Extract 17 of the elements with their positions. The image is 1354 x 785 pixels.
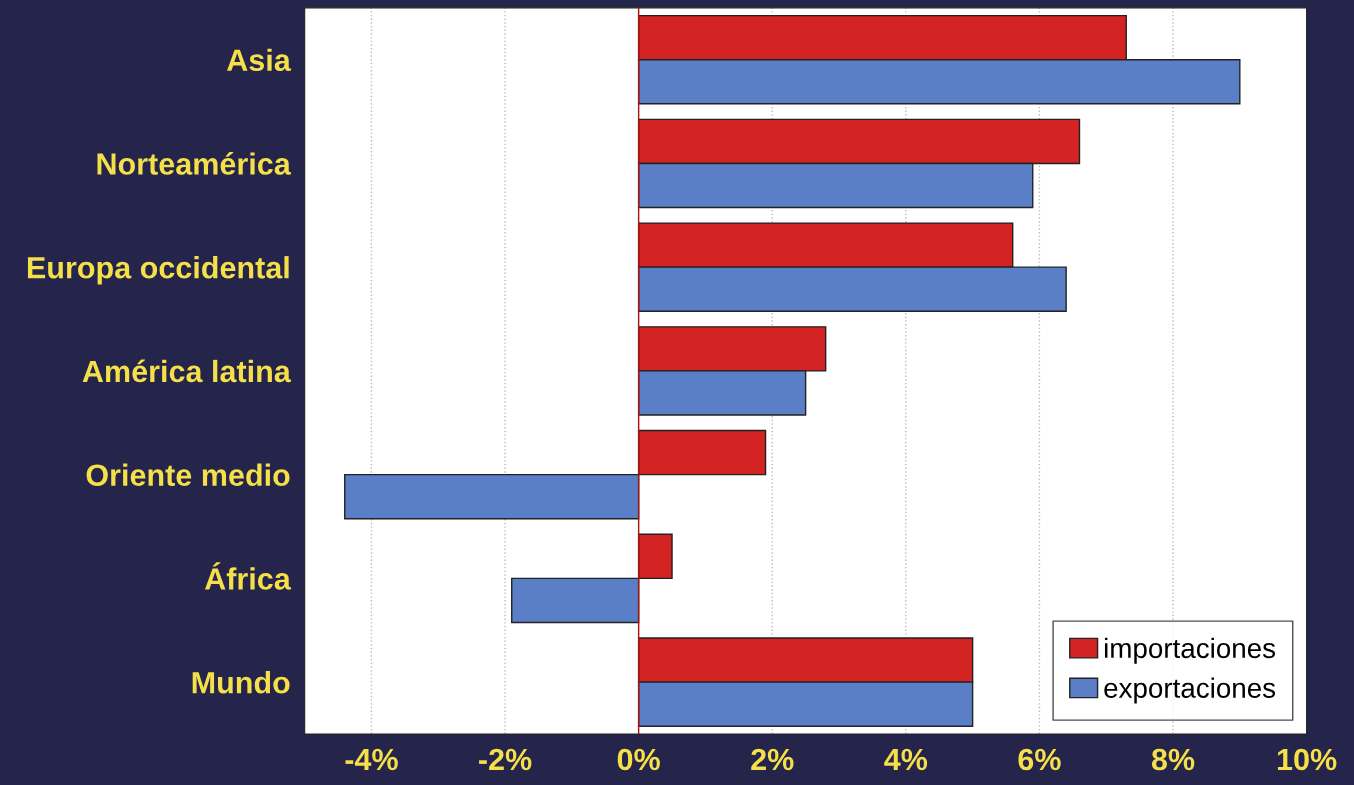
- y-tick-label: Asia: [226, 48, 291, 72]
- y-tick-label: América latina: [82, 359, 291, 383]
- x-tick-label: 0%: [617, 748, 660, 771]
- y-tick-label: Norteamérica: [97, 152, 291, 175]
- x-tick-label: -2%: [479, 748, 532, 771]
- y-tick-label: Oriente medio: [86, 463, 290, 487]
- x-tick-label: 10%: [1277, 748, 1337, 771]
- x-tick-label: -4%: [345, 748, 398, 771]
- x-tick-label: 2%: [751, 748, 794, 771]
- x-tick-label: 8%: [1151, 748, 1195, 771]
- y-tick-label: Mundo: [192, 671, 290, 694]
- legend-label: exportaciones: [1104, 677, 1276, 704]
- y-tick-label: Europa occidental: [27, 256, 289, 285]
- y-tick-label: África: [204, 562, 291, 590]
- x-tick-label: 6%: [1018, 748, 1061, 771]
- x-tick-label: 4%: [884, 748, 928, 771]
- legend-label: importaciones: [1104, 637, 1276, 664]
